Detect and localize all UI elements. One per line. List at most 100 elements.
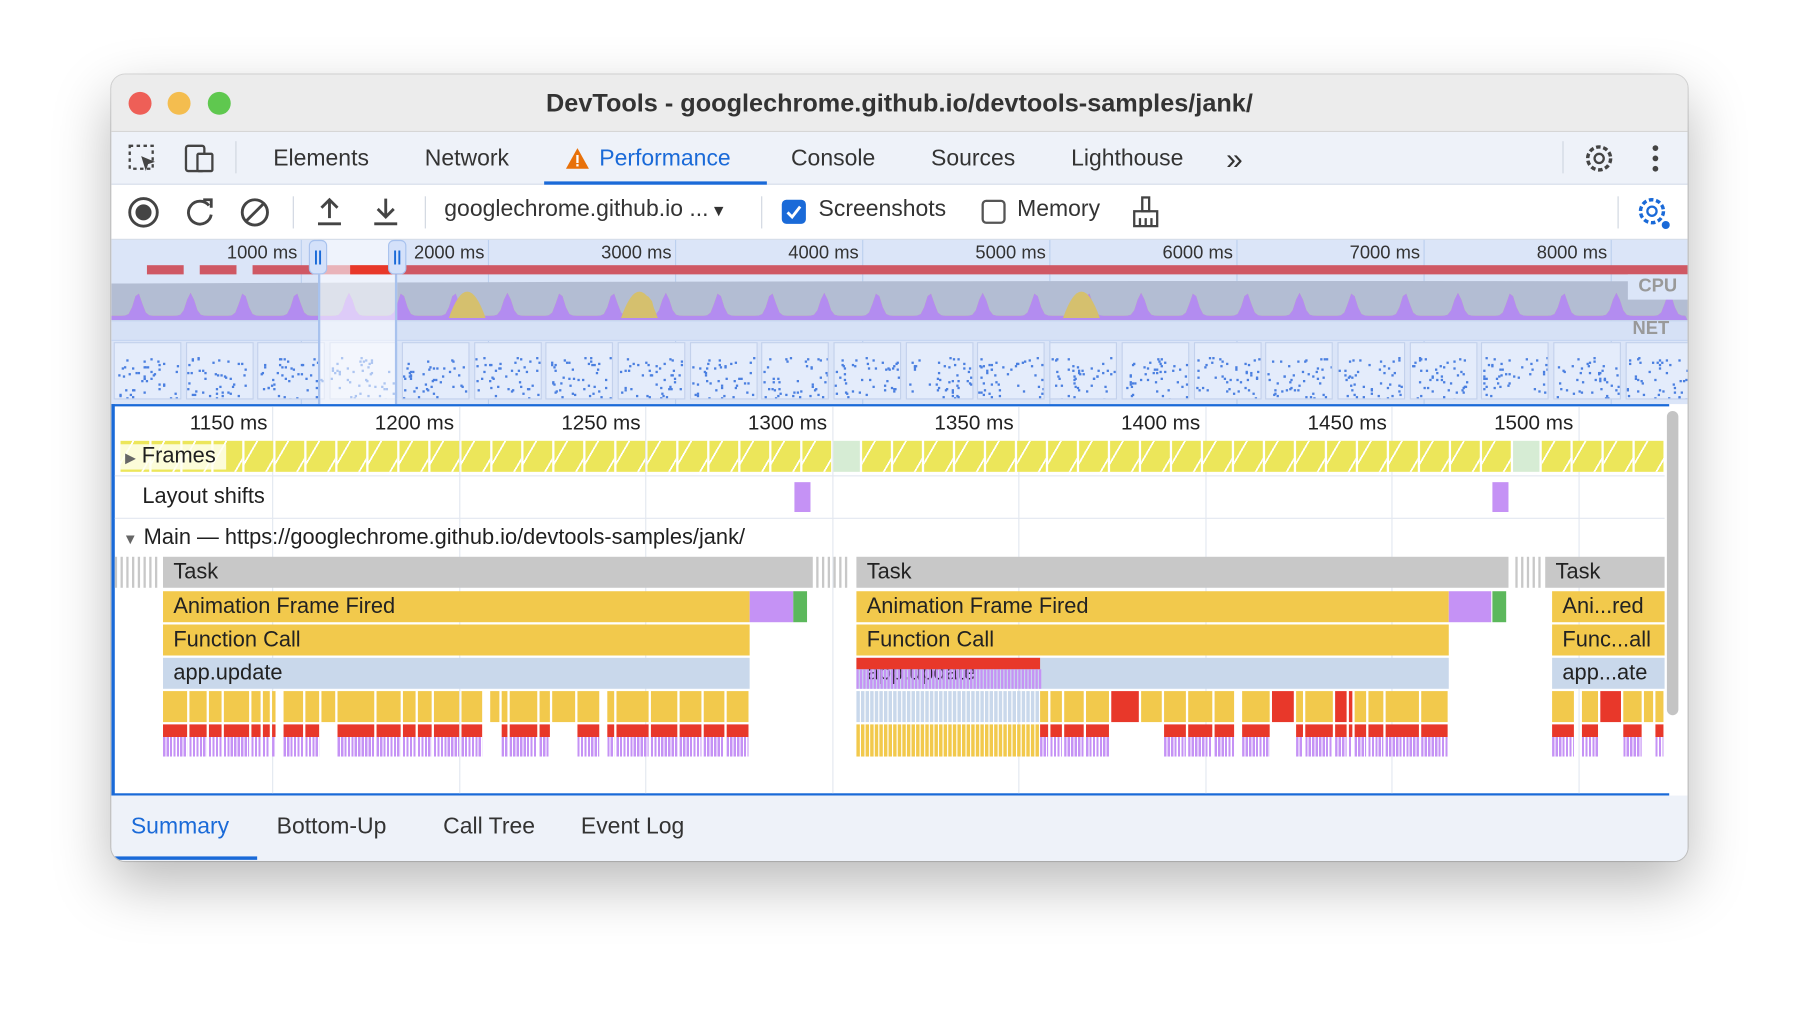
screenshot-thumbnail[interactable] bbox=[905, 342, 974, 400]
layout-event[interactable] bbox=[997, 669, 1000, 689]
function-call-child[interactable] bbox=[980, 724, 984, 757]
layout-child[interactable] bbox=[337, 737, 375, 757]
layout-child[interactable] bbox=[305, 737, 320, 757]
function-call-child[interactable] bbox=[501, 691, 508, 723]
screenshot-thumbnail[interactable] bbox=[761, 342, 830, 400]
layout-child[interactable] bbox=[1050, 737, 1062, 757]
layout-event[interactable] bbox=[901, 669, 904, 689]
recalculate-style-warning[interactable] bbox=[1385, 724, 1419, 738]
function-call-child[interactable] bbox=[874, 691, 879, 723]
layout-event[interactable] bbox=[1028, 669, 1031, 689]
function-call-child[interactable] bbox=[433, 691, 460, 723]
function-call-child[interactable] bbox=[1385, 691, 1419, 723]
function-call-child[interactable] bbox=[971, 724, 975, 757]
screenshot-thumbnail[interactable] bbox=[617, 342, 686, 400]
recalculate-style-warning[interactable] bbox=[272, 724, 276, 738]
more-options-kebab-icon[interactable] bbox=[1647, 142, 1663, 174]
layout-child[interactable] bbox=[1552, 737, 1574, 757]
function-call-child[interactable] bbox=[925, 691, 929, 723]
function-call-child[interactable] bbox=[1164, 691, 1186, 723]
frame[interactable] bbox=[492, 440, 522, 472]
recalculate-style-warning[interactable] bbox=[1086, 724, 1109, 738]
frame[interactable] bbox=[1172, 440, 1201, 472]
function-call[interactable]: Function Call bbox=[163, 624, 750, 656]
layout-child[interactable] bbox=[1086, 737, 1109, 757]
recalculate-style-warning[interactable] bbox=[376, 724, 401, 738]
function-call-child[interactable] bbox=[509, 691, 538, 723]
screenshots-checkbox[interactable] bbox=[781, 199, 806, 224]
tab-call-tree[interactable]: Call Tree bbox=[443, 813, 536, 840]
function-call-child[interactable] bbox=[1086, 691, 1109, 723]
layout-child[interactable] bbox=[1368, 737, 1384, 757]
short-task[interactable] bbox=[844, 556, 848, 588]
recalculate-style-warning[interactable] bbox=[1354, 724, 1367, 738]
recalculate-style-warning[interactable] bbox=[1305, 724, 1333, 738]
short-task[interactable] bbox=[1515, 556, 1518, 588]
inspect-element-icon[interactable] bbox=[127, 144, 159, 174]
function-call-child[interactable] bbox=[1012, 724, 1016, 757]
screenshot-thumbnail[interactable] bbox=[833, 342, 902, 400]
paint[interactable] bbox=[1492, 591, 1507, 623]
function-call-child[interactable] bbox=[989, 724, 994, 757]
function-call-child[interactable] bbox=[283, 691, 304, 723]
function-call-child[interactable] bbox=[966, 724, 971, 757]
frame[interactable] bbox=[430, 440, 460, 472]
frame[interactable] bbox=[802, 440, 832, 472]
layout-event[interactable] bbox=[866, 669, 870, 689]
frame[interactable] bbox=[709, 440, 739, 472]
recalculate-style[interactable] bbox=[1448, 591, 1492, 623]
function-call-child[interactable] bbox=[1007, 691, 1012, 723]
layout-event[interactable] bbox=[1007, 669, 1011, 689]
recalculate-style-warning[interactable] bbox=[1335, 724, 1347, 738]
frame[interactable] bbox=[1420, 440, 1449, 472]
layout-event[interactable] bbox=[990, 669, 994, 689]
function-call-child[interactable] bbox=[726, 691, 749, 723]
function-call-child[interactable] bbox=[939, 691, 943, 723]
layout-event[interactable] bbox=[873, 669, 876, 689]
recalculate-style-warning[interactable] bbox=[262, 724, 270, 738]
frame[interactable] bbox=[1603, 440, 1633, 472]
layout-event[interactable] bbox=[918, 669, 921, 689]
recalculate-style-warning[interactable] bbox=[1296, 724, 1303, 738]
screenshot-thumbnail[interactable] bbox=[689, 342, 758, 400]
frame[interactable] bbox=[862, 440, 891, 472]
layout-child[interactable] bbox=[208, 737, 222, 757]
layout-child[interactable] bbox=[1242, 737, 1270, 757]
layout-event[interactable] bbox=[980, 669, 983, 689]
layout-event[interactable] bbox=[877, 669, 880, 689]
frame[interactable] bbox=[1389, 440, 1418, 472]
function-call-child[interactable] bbox=[948, 724, 952, 757]
app-update[interactable]: app.update bbox=[163, 657, 750, 689]
tab-lighthouse[interactable]: Lighthouse bbox=[1071, 145, 1184, 172]
recalculate-style-warning[interactable] bbox=[1214, 724, 1235, 738]
short-task[interactable] bbox=[137, 556, 141, 588]
layout-event[interactable] bbox=[1001, 669, 1004, 689]
function-call-child[interactable] bbox=[163, 691, 188, 723]
function-call-child[interactable] bbox=[984, 724, 989, 757]
screenshot-thumbnail[interactable] bbox=[1625, 342, 1688, 400]
frame[interactable] bbox=[893, 440, 922, 472]
function-call-child[interactable] bbox=[552, 691, 576, 723]
function-call-child[interactable] bbox=[916, 691, 920, 723]
tab-performance[interactable]: Performance bbox=[599, 145, 731, 172]
flame-chart[interactable]: 1150 ms 1200 ms 1250 ms 1300 ms 1350 ms 1400 … bbox=[111, 404, 1679, 796]
function-call-child[interactable] bbox=[952, 691, 957, 723]
function-call-child[interactable] bbox=[321, 691, 336, 723]
screenshot-thumbnail[interactable] bbox=[1409, 342, 1478, 400]
layout-child[interactable] bbox=[1421, 737, 1448, 757]
function-call-child[interactable] bbox=[1296, 691, 1303, 723]
function-call-child[interactable] bbox=[897, 691, 902, 723]
function-call-child[interactable] bbox=[1035, 724, 1039, 757]
layout-child[interactable] bbox=[1214, 737, 1235, 757]
function-call-child[interactable] bbox=[616, 691, 649, 723]
short-task[interactable] bbox=[833, 556, 836, 588]
function-call-child[interactable] bbox=[879, 724, 883, 757]
layout-event[interactable] bbox=[1004, 669, 1007, 689]
layout-child[interactable] bbox=[272, 737, 276, 757]
short-task[interactable] bbox=[132, 556, 135, 588]
frame[interactable] bbox=[368, 440, 398, 472]
short-task[interactable] bbox=[827, 556, 831, 588]
layout-child[interactable] bbox=[539, 737, 550, 757]
layout-event[interactable] bbox=[963, 669, 966, 689]
layout-event[interactable] bbox=[949, 669, 952, 689]
